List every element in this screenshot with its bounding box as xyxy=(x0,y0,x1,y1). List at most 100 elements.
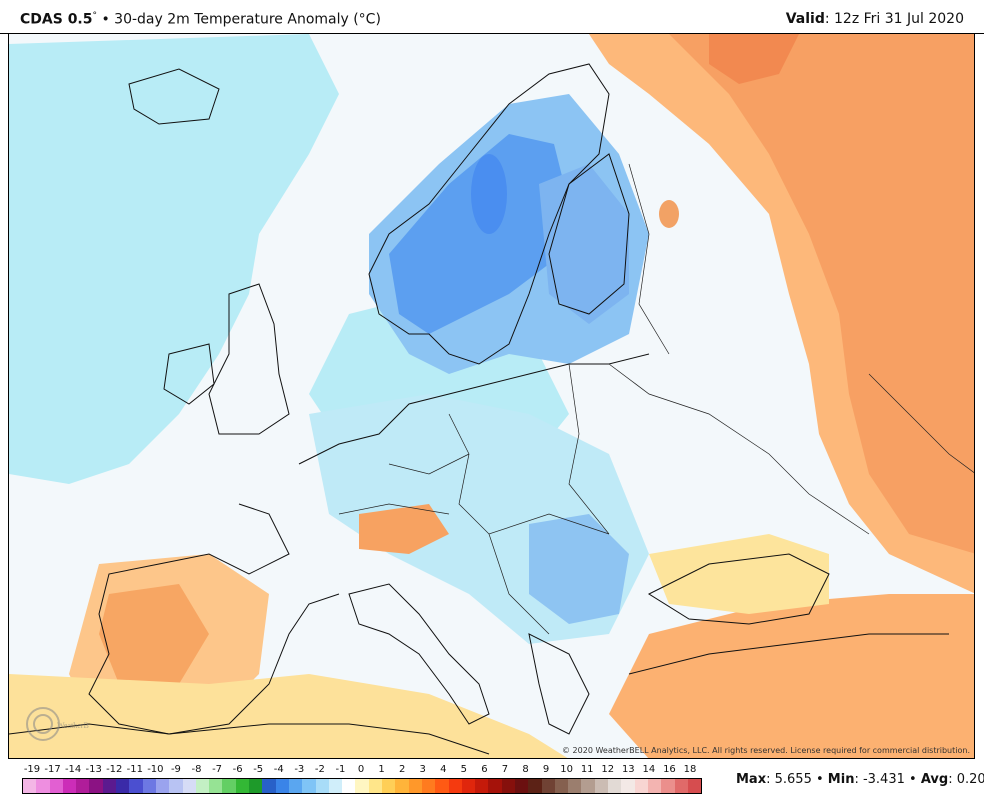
russia-warm-core xyxy=(669,34,974,554)
legend-tick-label: -3 xyxy=(294,764,305,775)
legend-swatch xyxy=(581,779,595,793)
legend-swatch xyxy=(49,779,63,793)
legend-tick-label: -19 xyxy=(23,764,41,775)
legend-swatch xyxy=(262,779,276,793)
legend-swatch xyxy=(249,779,263,793)
weatherbell-logo: WeatherBELL xyxy=(26,707,89,741)
north-africa-warm-anomaly xyxy=(9,674,568,758)
country-borders xyxy=(338,163,974,635)
legend-tick-label: 16 xyxy=(663,764,676,775)
legend-tick-label: 3 xyxy=(419,764,426,775)
header: CDAS 0.5° • 30-day 2m Temperature Anomal… xyxy=(0,0,984,34)
legend-swatch xyxy=(235,779,250,793)
legend-tick-label: -5 xyxy=(253,764,264,775)
legend-swatch xyxy=(116,779,130,793)
legend-swatch xyxy=(169,779,183,793)
atlantic-cool-anomaly xyxy=(9,34,339,484)
legend-swatch xyxy=(408,779,422,793)
legend-swatch xyxy=(102,779,117,793)
valid-label: Valid xyxy=(785,11,825,27)
legend-swatch xyxy=(475,779,489,793)
legend-swatch xyxy=(315,779,329,793)
legend-swatch xyxy=(461,779,476,793)
scandinavia-cold-core xyxy=(389,134,569,334)
max-label: Max xyxy=(736,772,767,787)
legend-tick-label: -2 xyxy=(314,764,325,775)
iberia-warm-core xyxy=(99,584,209,684)
legend-swatch xyxy=(395,779,409,793)
min-label: Min xyxy=(827,772,855,787)
model-name: CDAS 0.5 xyxy=(20,11,93,28)
legend-tick-label: 8 xyxy=(522,764,529,775)
legend-tick-label: -9 xyxy=(170,764,181,775)
max-value: : 5.655 xyxy=(766,772,812,787)
legend-swatch xyxy=(23,779,37,793)
legend-swatch xyxy=(36,779,50,793)
legend-swatch xyxy=(435,779,449,793)
turkey-warm-anomaly xyxy=(609,594,974,758)
legend-tick-label: -14 xyxy=(64,764,82,775)
legend-tick-label: 9 xyxy=(542,764,550,775)
legend-swatch xyxy=(674,779,688,793)
legend-swatch xyxy=(594,779,609,793)
legend-tick-label: 2 xyxy=(398,764,406,775)
legend-swatch xyxy=(528,779,542,793)
legend-swatch xyxy=(568,779,582,793)
legend-tick-label: 10 xyxy=(560,764,573,775)
legend-tick-label: 0 xyxy=(357,764,365,775)
legend-tick-label: 6 xyxy=(481,764,488,775)
color-legend: -19 -17 -14 -13 -12 -11 -10 -9 -8 -7 -6 -5 -4 -3 -2 -1 0… xyxy=(22,762,702,796)
legend-swatch xyxy=(514,779,529,793)
legend-tick-label: -10 xyxy=(147,764,164,775)
stats-summary: Max: 5.655 • Min: -3.431 • Avg: 0.203 xyxy=(736,772,984,787)
min-value: : -3.431 xyxy=(854,772,905,787)
legend-tick-label: 7 xyxy=(501,764,509,775)
legend-swatch xyxy=(328,779,343,793)
legend-swatch xyxy=(608,779,622,793)
logo-text: WeatherBELL xyxy=(57,721,89,730)
legend-swatch xyxy=(687,779,702,793)
legend-tick-label: 13 xyxy=(621,764,635,775)
legend-tick-label: -4 xyxy=(273,764,284,775)
legend-swatch xyxy=(129,779,143,793)
legend-tick-label: -1 xyxy=(335,764,346,775)
legend-tick-label: -6 xyxy=(232,764,243,775)
avg-label: Avg xyxy=(920,772,949,787)
legend-swatch xyxy=(554,779,569,793)
black-sea-warm xyxy=(649,534,829,614)
legend-swatch xyxy=(209,779,223,793)
degree-mark: ° xyxy=(92,11,98,21)
copyright-notice: © 2020 WeatherBELL Analytics, LLC. All r… xyxy=(562,746,970,755)
legend-tick-label: -12 xyxy=(106,764,123,775)
valid-time: Valid: 12z Fri 31 Jul 2020 xyxy=(786,11,964,27)
legend-tick-label: 12 xyxy=(601,764,615,775)
legend-swatch xyxy=(647,779,662,793)
legend-swatch xyxy=(195,779,210,793)
legend-swatch xyxy=(621,779,635,793)
legend-tick-label: 5 xyxy=(460,764,467,775)
legend-swatch xyxy=(541,779,555,793)
legend-swatch xyxy=(155,779,170,793)
legend-tick-label: 18 xyxy=(683,764,697,775)
legend-tick-label: 4 xyxy=(440,764,447,775)
balkans-cold-anomaly xyxy=(529,514,629,624)
legend-swatch xyxy=(661,779,675,793)
legend-tick-label: -8 xyxy=(191,764,202,775)
legend-swatch xyxy=(89,779,103,793)
legend-swatch xyxy=(382,779,396,793)
legend-swatch xyxy=(488,779,502,793)
map-title: CDAS 0.5° • 30-day 2m Temperature Anomal… xyxy=(20,11,381,28)
stats-sep-1: • xyxy=(815,772,824,787)
legend-tick-label: -7 xyxy=(212,764,223,775)
legend-swatch xyxy=(275,779,289,793)
legend-swatch xyxy=(288,779,303,793)
stats-sep-2: • xyxy=(909,772,917,787)
legend-swatch xyxy=(222,779,236,793)
legend-swatch xyxy=(448,779,462,793)
legend-tick-label: -11 xyxy=(126,764,143,775)
legend-swatch xyxy=(634,779,648,793)
anomaly-map: WeatherBELL © 2020 WeatherBELL Analytics… xyxy=(8,34,975,759)
legend-colorbar xyxy=(22,778,702,794)
title-bullet: • xyxy=(101,11,110,28)
legend-tick-label: -13 xyxy=(85,764,102,775)
